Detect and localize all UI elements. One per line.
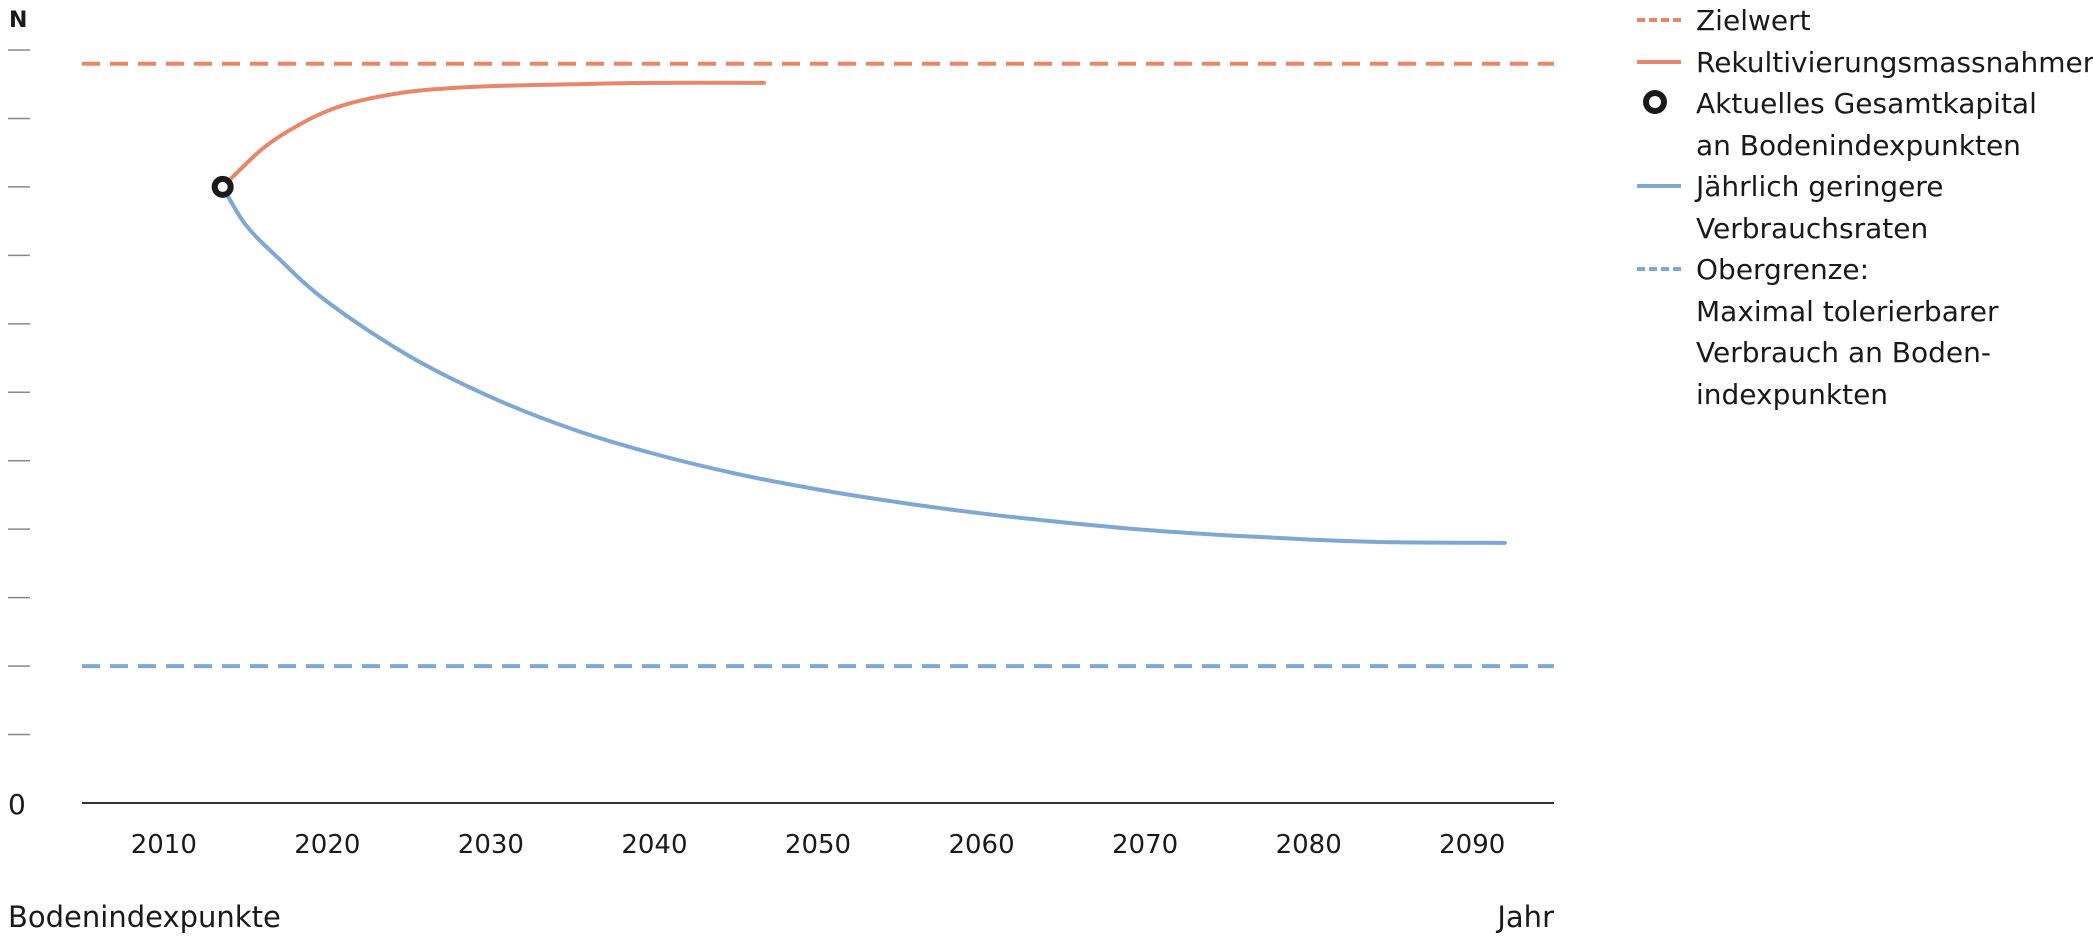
x-tick-label: 2020 bbox=[294, 830, 360, 860]
series-line bbox=[220, 80, 767, 189]
y-axis-label: Bodenindexpunkte bbox=[8, 900, 281, 934]
x-axis-label: Jahr bbox=[1495, 900, 1554, 934]
y-axis-ticks bbox=[8, 49, 30, 736]
legend-label: Obergrenze: Maximal tolerierbarer Verbra… bbox=[1696, 253, 1999, 411]
legend-label: Jährlich geringere Verbrauchsraten bbox=[1696, 170, 1944, 245]
legend-label: Aktuelles Gesamtkapital an Bodenindexpun… bbox=[1696, 87, 2037, 162]
legend-item: Obergrenze: Maximal tolerierbarer Verbra… bbox=[1634, 249, 2093, 415]
x-tick-label: 2010 bbox=[131, 830, 197, 860]
y-axis-zero-label: 0 bbox=[8, 788, 26, 821]
dashed-line-icon bbox=[1634, 249, 1684, 290]
series-line bbox=[220, 184, 1507, 545]
legend-item: Zielwert bbox=[1634, 0, 2093, 42]
x-tick-label: 2040 bbox=[621, 830, 687, 860]
legend-item: Rekultivierungsmassnahmen bbox=[1634, 42, 2093, 84]
x-tick-label: 2070 bbox=[1112, 830, 1178, 860]
legend-item: Jährlich geringere Verbrauchsraten bbox=[1634, 166, 2093, 249]
reference-lines bbox=[82, 61, 1554, 669]
series-lines bbox=[220, 80, 1507, 545]
x-tick-label: 2050 bbox=[785, 830, 851, 860]
x-tick-label: 2090 bbox=[1439, 830, 1505, 860]
dashed-line-icon bbox=[1634, 0, 1684, 41]
legend-label: Zielwert bbox=[1696, 4, 1811, 37]
y-axis-top-label: N bbox=[9, 8, 27, 33]
solid-line-icon bbox=[1634, 166, 1684, 207]
x-tick-label: 2030 bbox=[458, 830, 524, 860]
current-capital-point bbox=[211, 175, 234, 198]
legend-label: Rekultivierungsmassnahmen bbox=[1696, 45, 2093, 79]
legend: Zielwert Rekultivierungsmassnahmen Aktuell… bbox=[1634, 0, 2093, 415]
legend-item: Aktuelles Gesamtkapital an Bodenindexpun… bbox=[1634, 83, 2093, 166]
x-tick-label: 2080 bbox=[1276, 830, 1342, 860]
x-tick-label: 2060 bbox=[948, 830, 1014, 860]
chart-area: N 0 2010 2020 2030 2040 2050 2060 2070 2080 2090… bbox=[8, 8, 1554, 934]
circle-marker-icon bbox=[1634, 83, 1684, 124]
solid-line-icon bbox=[1634, 42, 1684, 83]
x-axis-tick-labels: 2010 2020 2030 2040 2050 2060 2070 2080 2090 bbox=[131, 830, 1506, 860]
